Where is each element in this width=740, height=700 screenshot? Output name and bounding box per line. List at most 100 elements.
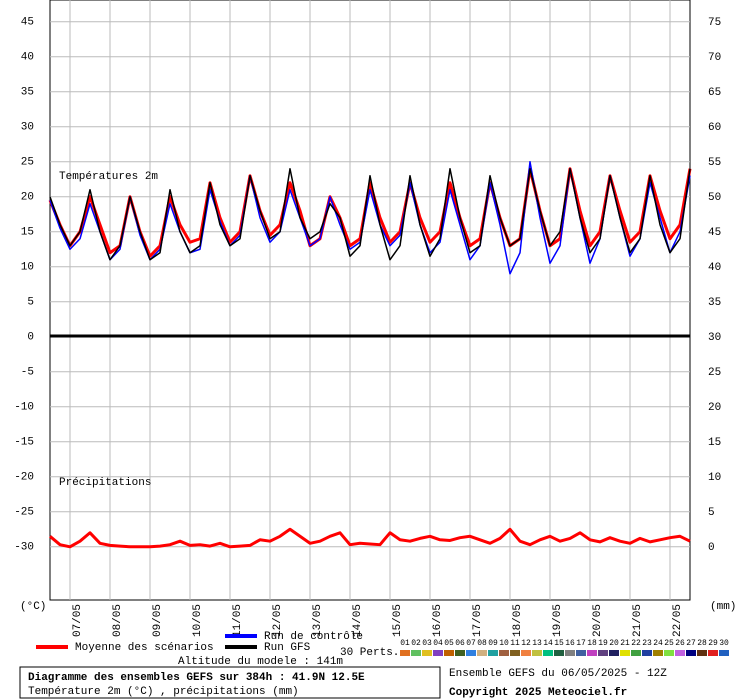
perturbation-label: 18 [587,639,597,648]
info-box [19,666,441,699]
x-tick-label: 17/05 [472,604,484,637]
y2-tick-label: 5 [708,507,715,519]
perturbation-swatch [532,650,542,656]
perturbation-label: 01 [400,639,410,648]
perturbation-swatch [708,650,718,656]
perturbation-swatch [686,650,696,656]
perturbation-swatch [455,650,465,656]
x-tick-label: 09/05 [152,604,164,637]
y2-tick-label: 55 [708,157,721,169]
y-tick-label: -15 [14,437,34,449]
x-tick-label: 22/05 [672,604,684,637]
plot-frame [49,0,691,601]
perturbation-label: 13 [532,639,542,648]
x-tick-label: 18/05 [512,604,524,637]
perturbation-label: 15 [554,639,564,648]
perturbation-swatch [598,650,608,656]
y2-tick-label: 70 [708,52,721,64]
x-tick-label: 12/05 [272,604,284,637]
y2-tick-label: 15 [708,437,721,449]
y2-tick-label: 30 [708,332,721,344]
y-tick-label: 0 [27,332,34,344]
perturbation-swatch [554,650,564,656]
perturbation-swatch [576,650,586,656]
y2-tick-label: 75 [708,17,721,29]
perturbation-label: 25 [664,639,674,648]
legend-label: Run de contrôle [264,631,363,643]
perturbation-label: 04 [433,639,443,648]
panel-label: Précipitations [59,477,151,489]
perturbation-swatch [664,650,674,656]
perturbation-swatch [521,650,531,656]
perturbation-swatch [565,650,575,656]
perturbation-label: 28 [697,639,707,648]
y2-tick-label: 60 [708,122,721,134]
altitude: Altitude du modele : 141m [178,656,343,668]
perturbation-swatch [466,650,476,656]
perturbation-label: 17 [576,639,586,648]
perturbation-label: 12 [521,639,531,648]
y-tick-label: -25 [14,507,34,519]
perturbation-label: 22 [631,639,641,648]
perturbation-swatch [422,650,432,656]
x-tick-label: 14/05 [352,604,364,637]
y-tick-label: -20 [14,472,34,484]
perturbation-swatch [411,650,421,656]
perturbation-label: 07 [466,639,476,648]
y-tick-label: 15 [21,227,34,239]
perturbation-label: 02 [411,639,421,648]
y2-tick-label: 25 [708,367,721,379]
perturbation-label: 03 [422,639,432,648]
perturbation-swatch [620,650,630,656]
perturbation-swatch [488,650,498,656]
perturbation-label: 08 [477,639,487,648]
perturbation-swatch [444,650,454,656]
y-tick-label: 30 [21,122,34,134]
series-line [49,160,691,275]
x-tick-label: 16/05 [432,604,444,637]
x-tick-label: 20/05 [592,604,604,637]
perturbation-label: 14 [543,639,553,648]
y2-tick-label: 10 [708,472,721,484]
perturbation-label: 11 [510,639,520,648]
y-tick-label: -30 [14,542,34,554]
perturbation-swatch [477,650,487,656]
perturbation-label: 29 [708,639,718,648]
series-line [49,527,691,549]
perturbation-swatch [631,650,641,656]
perturbation-swatch [719,650,729,656]
panel-label: Températures 2m [59,171,158,183]
y2-unit: (mm) [710,601,736,613]
perturbation-label: 09 [488,639,498,648]
y2-tick-label: 50 [708,192,721,204]
legend-label: Run GFS [264,642,311,654]
y-tick-label: -5 [21,367,34,379]
perturbation-swatch [433,650,443,656]
x-tick-label: 13/05 [312,604,324,637]
y2-tick-label: 45 [708,227,721,239]
series-line [49,167,691,261]
perturbation-label: 23 [642,639,652,648]
perturbation-label: 26 [675,639,685,648]
info-subtitle: Température 2m (°C) , précipitations (mm… [28,686,299,698]
x-tick-label: 07/05 [72,604,84,637]
perturbation-label: 20 [609,639,619,648]
x-tick-label: 08/05 [112,604,124,637]
perturbations-label: 30 Perts. [340,647,399,659]
perturbation-swatch [510,650,520,656]
legend-label: Moyenne des scénarios [75,642,214,654]
x-tick-label: 10/05 [192,604,204,637]
perturbation-swatch [642,650,652,656]
y2-tick-label: 0 [708,542,715,554]
y2-tick-label: 65 [708,87,721,99]
perturbation-label: 21 [620,639,630,648]
info-title: Diagramme des ensembles GEFS sur 384h : … [28,672,365,684]
perturbation-label: 06 [455,639,465,648]
perturbation-label: 19 [598,639,608,648]
series-line [48,167,692,258]
perturbation-label: 30 [719,639,729,648]
copyright: Copyright 2025 Meteociel.fr [449,687,627,699]
grid [50,0,690,600]
y2-tick-label: 40 [708,262,721,274]
